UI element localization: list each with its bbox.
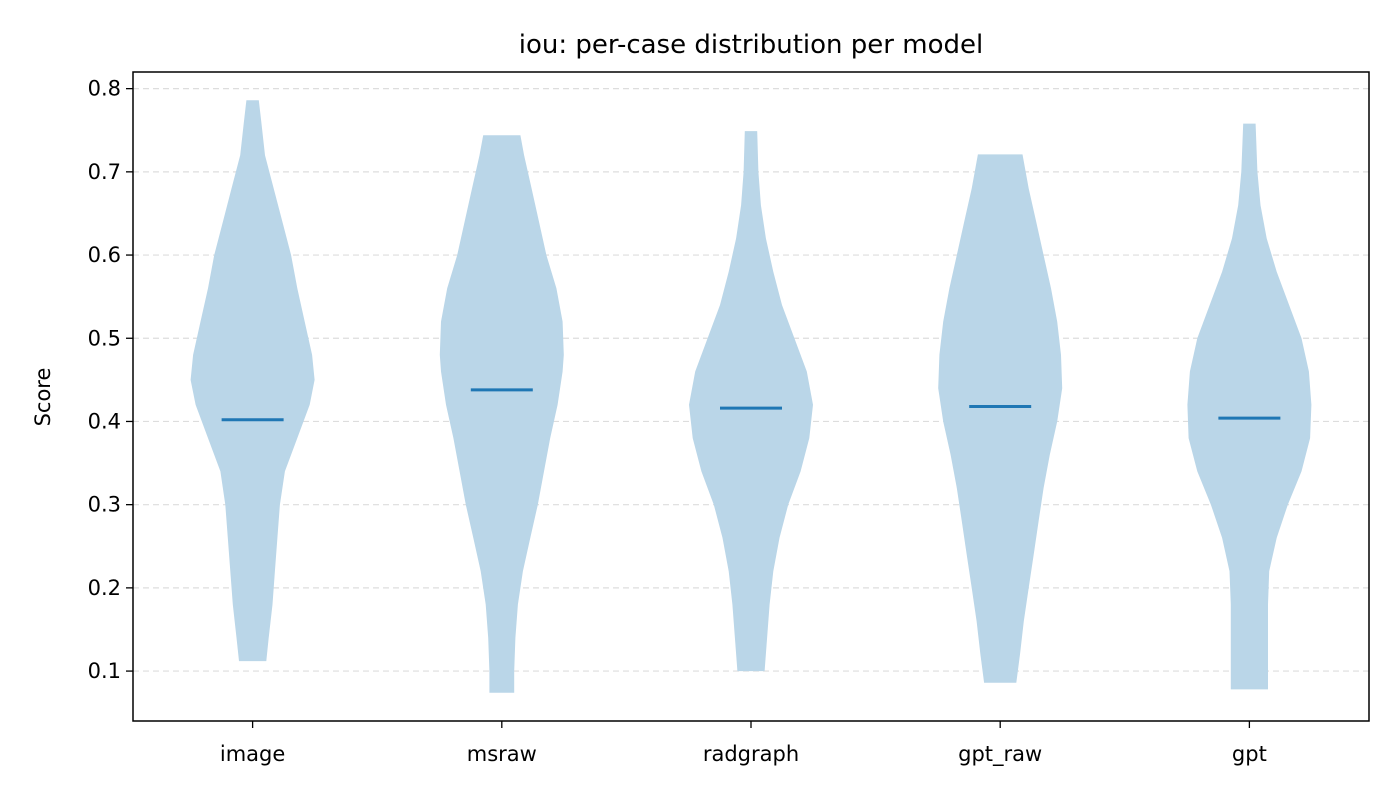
x-tick-label: gpt (1232, 742, 1267, 766)
x-tick-label: radgraph (703, 742, 799, 766)
y-tick-label: 0.5 (88, 326, 121, 350)
x-tick-label: image (220, 742, 285, 766)
violin-msraw (439, 135, 564, 693)
y-tick-label: 0.4 (88, 409, 121, 433)
y-tick-label: 0.6 (88, 243, 121, 267)
y-tick-label: 0.7 (88, 160, 121, 184)
y-tick-label: 0.8 (88, 77, 121, 101)
violin-gpt (1187, 123, 1312, 690)
y-tick-label: 0.3 (88, 493, 121, 517)
x-tick-label: msraw (467, 742, 537, 766)
violin-gpt_raw (938, 154, 1063, 683)
medians (221, 388, 1281, 422)
y-tick-label: 0.2 (88, 576, 121, 600)
y-tick-label: 0.1 (88, 659, 121, 683)
violin-image (190, 100, 315, 662)
x-tick-label: gpt_raw (958, 742, 1042, 767)
y-axis-label: Score (31, 368, 55, 427)
chart-title: iou: per-case distribution per model (519, 30, 983, 60)
x-axis-ticks: image msraw radgraph gpt_raw gpt (220, 721, 1267, 767)
violin-radgraph (689, 131, 813, 672)
violins (190, 100, 1312, 693)
gridlines (133, 88, 1369, 672)
y-axis-ticks: 0.1 0.2 0.3 0.4 0.5 0.6 0.7 0.8 (88, 77, 133, 683)
